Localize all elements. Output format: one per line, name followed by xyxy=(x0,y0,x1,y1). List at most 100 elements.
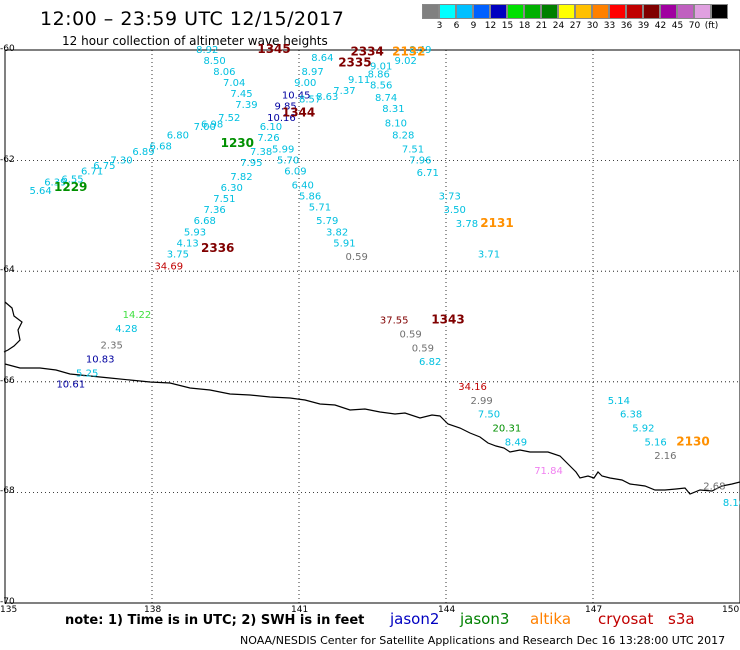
wave-height-label: 6.68 xyxy=(150,142,172,153)
wave-height-label: 7.37 xyxy=(333,86,355,97)
scale-label: 6 xyxy=(453,21,460,31)
scale-label: (ft) xyxy=(704,21,719,31)
wave-height-label: 7.45 xyxy=(230,89,252,100)
wave-height-label: 6.82 xyxy=(419,357,441,368)
scale-swatch xyxy=(456,4,473,19)
pass-time-label: 1343 xyxy=(431,313,464,327)
scale-label: 70 xyxy=(688,21,701,31)
wave-height-label: 3.71 xyxy=(478,249,500,260)
wave-height-label: 0.59 xyxy=(412,343,434,354)
scale-swatch xyxy=(660,4,677,19)
scale-swatch xyxy=(422,4,439,19)
wave-height-scale-labels: 3 6 9 12 15 18 21 24 27 30 33 36 39 42 45 70 (ft) xyxy=(422,21,720,31)
wave-height-label: 3.73 xyxy=(439,191,461,202)
wave-height-label: 9.00 xyxy=(294,78,316,89)
wave-height-label: 6.68 xyxy=(194,216,216,227)
wave-height-label: 5.25 xyxy=(76,368,98,379)
wave-height-label: 9.85 xyxy=(275,102,297,113)
wave-height-label: 6.71 xyxy=(81,166,103,177)
wave-height-label: 5.14 xyxy=(608,396,630,407)
longitude-label: 144 xyxy=(438,605,456,615)
wave-height-label: 8.57 xyxy=(299,95,321,106)
latitude-label: -64 xyxy=(0,265,15,276)
scale-swatch xyxy=(711,4,728,19)
scale-swatch xyxy=(626,4,643,19)
wave-height-label: 20.31 xyxy=(493,424,522,435)
wave-height-label: 10.16 xyxy=(267,113,296,124)
scale-label: 9 xyxy=(470,21,477,31)
wave-height-label: 7.51 xyxy=(402,144,424,155)
wave-height-label: 8.97 xyxy=(301,67,323,78)
scale-label: 36 xyxy=(620,21,633,31)
wave-height-label: 7.39 xyxy=(235,100,257,111)
wave-height-label: 0.59 xyxy=(346,252,368,263)
scale-label: 12 xyxy=(484,21,497,31)
wave-height-label: 5.64 xyxy=(30,186,52,197)
wave-height-label: 6.39 xyxy=(44,177,66,188)
legend-s3a: s3a xyxy=(668,610,695,628)
wave-height-label: 9.01 xyxy=(370,61,392,72)
wave-height-label: 8.49 xyxy=(409,45,431,56)
scale-label: 3 xyxy=(436,21,443,31)
scale-swatch xyxy=(473,4,490,19)
wave-height-label: 10.45 xyxy=(282,91,311,102)
wave-height-label: 71.84 xyxy=(534,466,563,477)
wave-height-label: 5.71 xyxy=(309,202,331,213)
longitude-label: 135 xyxy=(0,605,18,615)
wave-height-label: 34.69 xyxy=(154,262,183,273)
scale-swatch xyxy=(490,4,507,19)
wave-height-label: 3.75 xyxy=(167,249,189,260)
wave-height-label: 4.13 xyxy=(177,238,199,249)
longitude-label: 141 xyxy=(291,605,309,615)
wave-height-label: 7.95 xyxy=(240,158,262,169)
scale-label: 18 xyxy=(518,21,531,31)
longitude-label: 147 xyxy=(585,605,603,615)
wave-height-label: 2.35 xyxy=(101,341,123,352)
wave-height-label: 7.51 xyxy=(213,194,235,205)
scale-swatch xyxy=(643,4,660,19)
scale-swatch xyxy=(439,4,456,19)
latitude-label: -68 xyxy=(0,486,15,497)
wave-height-label: 3.50 xyxy=(444,205,466,216)
wave-height-label: 10.83 xyxy=(86,354,115,365)
wave-height-label: 3.78 xyxy=(456,219,478,230)
wave-height-label: 6.30 xyxy=(221,183,243,194)
pass-time-label: 1229 xyxy=(54,180,87,194)
legend-altika: altika xyxy=(530,610,572,628)
pass-time-label: 2334 xyxy=(350,45,383,59)
map-subtitle: 12 hour collection of altimeter wave hei… xyxy=(62,34,328,48)
wave-height-label: 8.28 xyxy=(392,130,414,141)
wave-height-label: 6.89 xyxy=(132,147,154,158)
wave-height-label: 8.31 xyxy=(382,104,404,115)
scale-label: 30 xyxy=(586,21,599,31)
wave-height-label: 8.92 xyxy=(196,45,218,56)
scale-label: 39 xyxy=(637,21,650,31)
legend-jason2: jason2 xyxy=(390,610,440,628)
map-labels: 8.928.508.067.047.457.39 7.527.006.98 6.80… xyxy=(30,42,740,509)
footer-note: note: 1) Time is in UTC; 2) SWH is in fe… xyxy=(65,613,365,628)
latitude-label: -60 xyxy=(0,44,15,54)
wave-height-label: 5.99 xyxy=(272,144,294,155)
wave-height-label: 14.22 xyxy=(123,310,152,321)
wave-height-label: 7.30 xyxy=(110,155,132,166)
scale-swatch xyxy=(677,4,694,19)
wave-height-label: 8.16 xyxy=(723,498,740,509)
scale-label: 42 xyxy=(654,21,667,31)
scale-swatch xyxy=(694,4,711,19)
latitude-label: -66 xyxy=(0,375,15,386)
wave-height-label: 7.96 xyxy=(409,155,431,166)
legend-cryosat: cryosat xyxy=(598,610,654,628)
scale-label: 45 xyxy=(671,21,684,31)
pass-time-label: 1344 xyxy=(282,105,315,119)
wave-height-label: 5.86 xyxy=(299,191,321,202)
wave-height-label: 5.16 xyxy=(644,437,666,448)
wave-height-label: 8.74 xyxy=(375,93,397,104)
wave-height-label: 7.52 xyxy=(218,113,240,124)
wave-height-label: 6.55 xyxy=(61,175,83,186)
wave-height-label: 6.40 xyxy=(292,180,314,191)
wave-height-label: 6.38 xyxy=(620,410,642,421)
wave-height-label: 8.64 xyxy=(311,53,333,64)
pass-time-label: 2336 xyxy=(201,241,234,255)
scale-label: 15 xyxy=(501,21,514,31)
scale-swatch xyxy=(609,4,626,19)
